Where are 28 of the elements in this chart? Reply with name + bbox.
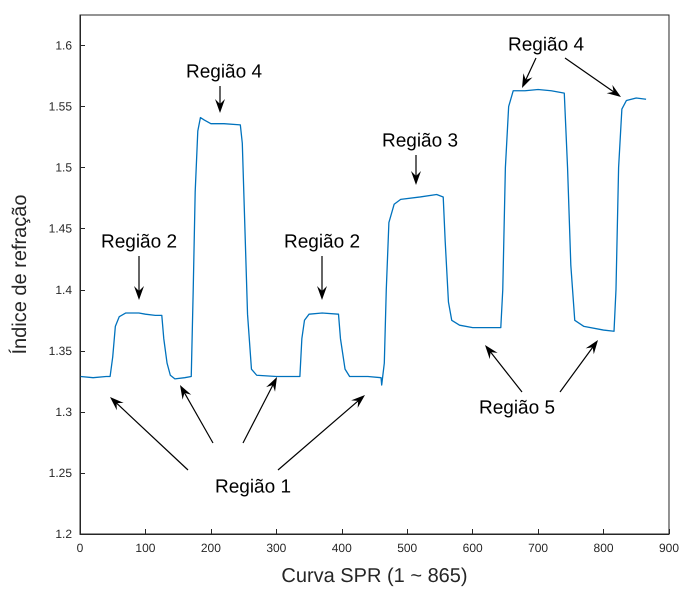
x-tick-label: 100 <box>135 541 156 555</box>
x-tick-label: 0 <box>76 541 84 555</box>
annotation: Região 1 <box>214 476 292 498</box>
y-tick-label: 1.6 <box>55 38 72 53</box>
x-tick-label: 400 <box>332 541 352 555</box>
x-tick-label: 700 <box>528 541 548 555</box>
y-tick-label: 1.45 <box>48 222 72 236</box>
y-tick-label: 1.35 <box>48 344 72 358</box>
y-tick-label: 1.25 <box>48 466 72 480</box>
y-tick-label: 1.3 <box>55 404 72 419</box>
x-tick-label: 300 <box>266 541 287 555</box>
annotation: Região 5 <box>478 398 556 418</box>
annotation: Região 2 <box>100 232 178 252</box>
annotation: Região 3 <box>382 130 458 152</box>
x-axis-title: Curva SPR (1 ~ 865) <box>281 565 468 587</box>
x-tick-label: 200 <box>200 541 222 555</box>
y-tick-label: 1.2 <box>55 527 72 541</box>
y-tick-label: 1.4 <box>55 282 72 297</box>
x-tick-label: 500 <box>397 541 418 555</box>
x-tick-label: 600 <box>462 541 483 555</box>
x-tick-label: 800 <box>594 541 614 555</box>
y-axis-title: Índice de refração <box>8 194 31 355</box>
annotation: Região 2 <box>284 232 360 252</box>
annotation: Região 4 <box>186 62 262 82</box>
x-tick-label: 900 <box>658 541 680 555</box>
y-tick-label: 1.55 <box>48 100 72 114</box>
annotation: Região 4 <box>508 34 584 56</box>
y-tick-label: 1.5 <box>55 160 72 175</box>
